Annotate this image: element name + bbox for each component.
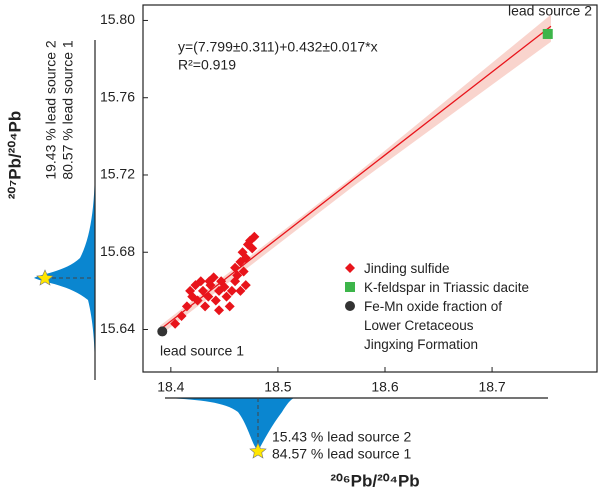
point (240, 253, 251, 264)
legend-marker (345, 282, 355, 292)
point (226, 285, 237, 296)
y-marginal-star (36, 269, 54, 286)
point (195, 276, 206, 287)
point (235, 285, 246, 296)
x-tick-label: 18.4 (157, 379, 184, 395)
point (176, 310, 187, 321)
point (249, 231, 260, 242)
point (197, 285, 208, 296)
point (238, 266, 249, 277)
point (181, 301, 192, 312)
point (170, 318, 181, 329)
point (232, 270, 243, 281)
x-tick-label: 18.5 (264, 379, 291, 395)
r-squared: R²=0.919 (178, 57, 236, 73)
point (204, 276, 215, 287)
point (240, 280, 251, 291)
point (219, 282, 230, 293)
marginal-label: 80.57 % lead source 1 (60, 40, 76, 180)
marginal-label: 15.43 % lead source 2 (272, 429, 412, 445)
point (210, 295, 221, 306)
x-tick-label: 18.7 (478, 379, 505, 395)
legend-marker (345, 263, 355, 273)
point (247, 243, 258, 254)
annotation: lead source 1 (160, 343, 244, 359)
marginal-label: 19.43 % lead source 2 (43, 40, 59, 180)
point (214, 305, 225, 316)
legend-label: Fe-Mn oxide fraction of Lower Cretaceous… (364, 299, 503, 352)
y-tick-label: 15.72 (100, 166, 135, 182)
y-tick-label: 15.80 (100, 11, 135, 27)
y-tick-label: 15.64 (100, 320, 135, 336)
equation: y=(7.799±0.311)+0.432±0.017*x (178, 39, 378, 55)
x-marginal-density (168, 398, 294, 451)
y-marginal-density (34, 160, 95, 375)
point (157, 326, 168, 337)
point (221, 291, 232, 302)
fit-line (159, 25, 552, 331)
point (192, 295, 203, 306)
y-tick-label: 15.76 (100, 88, 135, 104)
x-tick-label: 18.6 (371, 379, 398, 395)
legend-label: K-feldspar in Triassic dacite (364, 280, 530, 295)
y-tick-label: 15.68 (100, 243, 135, 259)
confidence-band (160, 14, 551, 336)
legend-label: Jinding sulfide (364, 261, 450, 276)
plot-frame (142, 4, 598, 373)
x-axis-label: ²⁰⁶Pb/²⁰⁴Pb (330, 471, 419, 490)
y-axis-label: ²⁰⁷Pb/²⁰⁴Pb (5, 111, 24, 200)
x-marginal-star (249, 442, 267, 459)
point (224, 301, 235, 312)
point (203, 291, 214, 302)
annotation: lead source 2 (508, 3, 592, 19)
point (542, 28, 553, 39)
marginal-label: 84.57 % lead source 1 (272, 446, 412, 462)
legend-marker (345, 301, 355, 311)
point (200, 301, 211, 312)
point (230, 262, 241, 273)
